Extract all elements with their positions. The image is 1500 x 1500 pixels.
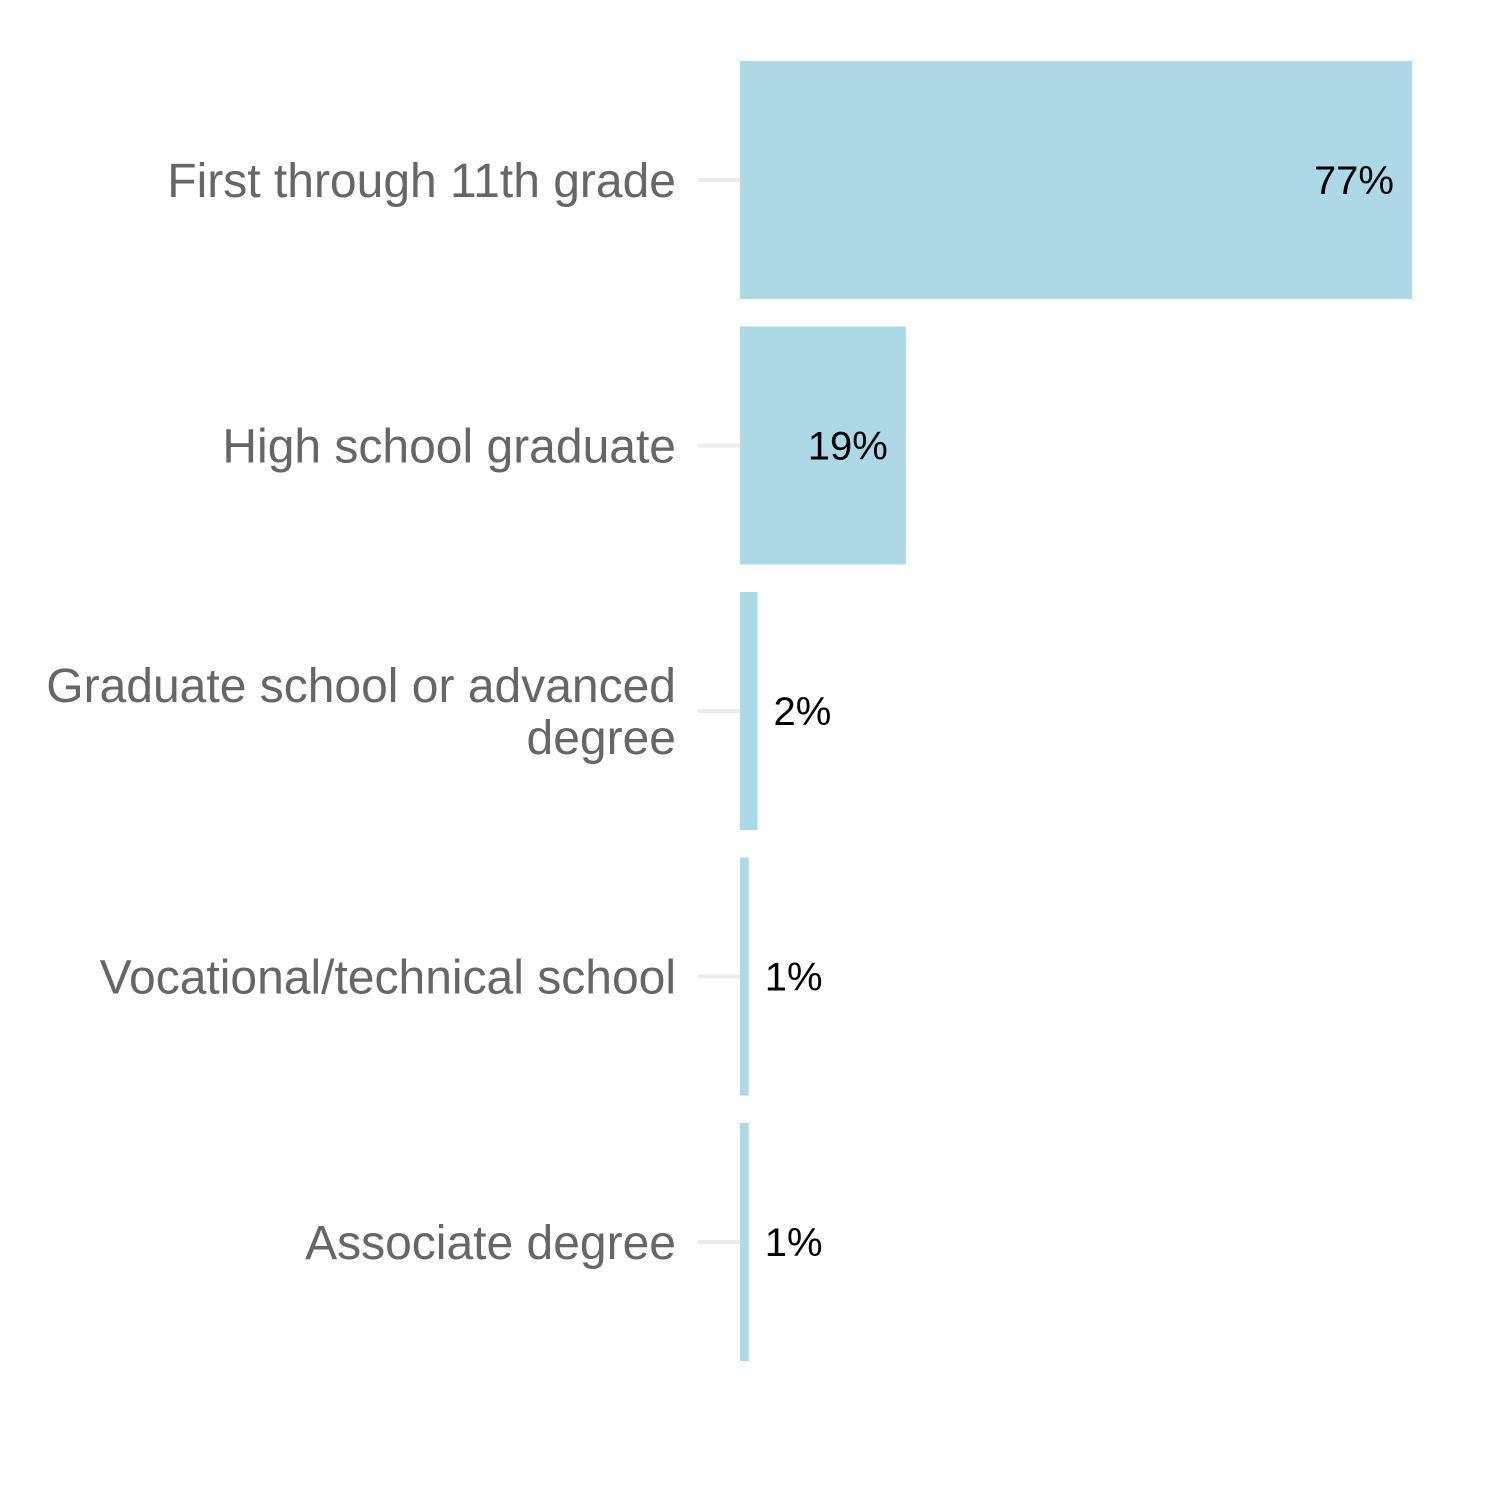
bar-graduate-school-or-advanced-degree xyxy=(740,592,758,830)
category-label-associate-degree: Associate degree xyxy=(305,1217,676,1270)
category-labels: First through 11th grade High school grad… xyxy=(46,155,676,1270)
category-label-vocational-technical-school: Vocational/technical school xyxy=(100,952,676,1005)
bars xyxy=(740,61,1412,1361)
bar-high-school-graduate xyxy=(740,326,906,565)
category-label-line: Associate degree xyxy=(305,1217,676,1270)
category-label-graduate-school-or-advanced-degree: Graduate school or advanced degree xyxy=(46,660,676,765)
category-label-high-school-graduate: High school graduate xyxy=(222,421,676,474)
category-label-first-through-11th-grade: First through 11th grade xyxy=(167,155,676,208)
y-axis-ticks xyxy=(698,178,740,1244)
value-labels: 77% 19% 2% 1% 1% xyxy=(765,159,1394,1265)
value-label-associate-degree: 1% xyxy=(765,1221,823,1265)
bar-vocational-technical-school xyxy=(740,857,749,1096)
bar-first-through-11th-grade xyxy=(740,61,1412,299)
value-label-graduate-school-or-advanced-degree: 2% xyxy=(773,690,831,734)
bar-associate-degree xyxy=(740,1123,749,1361)
value-label-first-through-11th-grade: 77% xyxy=(1314,159,1394,203)
value-label-high-school-graduate: 19% xyxy=(808,425,888,469)
category-label-line: High school graduate xyxy=(222,421,676,474)
value-label-vocational-technical-school: 1% xyxy=(765,956,823,1000)
category-label-line: Vocational/technical school xyxy=(100,952,676,1005)
category-label-line: Graduate school or advanced xyxy=(46,660,676,713)
category-label-line: degree xyxy=(527,712,676,765)
category-label-line: First through 11th grade xyxy=(167,155,676,208)
